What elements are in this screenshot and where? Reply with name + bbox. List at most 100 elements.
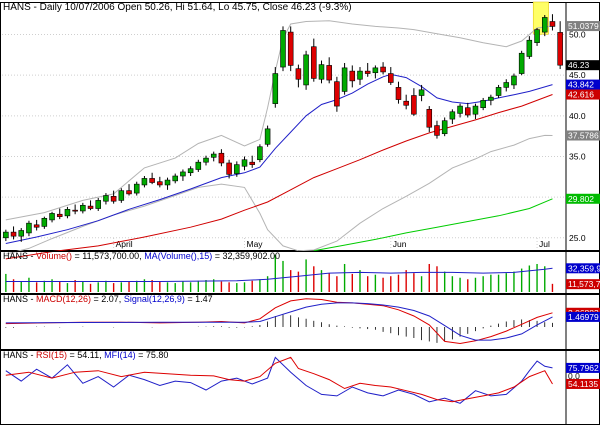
- rsi-line: [5, 356, 553, 403]
- candle-body: [10, 231, 17, 237]
- rsi-value-label-bg: [566, 378, 600, 389]
- candle-body: [557, 32, 563, 66]
- price-tick-label: 25.0: [569, 233, 586, 243]
- candle-body: [364, 70, 371, 74]
- price-value-label-bg: [566, 79, 600, 90]
- candle-body: [411, 95, 417, 115]
- candle-body: [80, 204, 86, 212]
- candle-body: [488, 96, 494, 101]
- macd-signal-line: [5, 302, 553, 341]
- candle-body: [372, 67, 379, 74]
- candle-body: [518, 52, 525, 74]
- value-label: 11,573,70: [568, 279, 600, 289]
- month-label: Jun: [393, 239, 407, 249]
- candle-body: [118, 190, 125, 201]
- value-label-bg: [566, 263, 600, 274]
- legend-segment: MA(Volume(),15): [144, 251, 212, 261]
- candle-body: [457, 105, 463, 114]
- candle-body: [341, 67, 348, 92]
- candle-body: [149, 178, 155, 183]
- legend-segment: HANS -: [3, 294, 36, 304]
- candle-body: [133, 183, 140, 194]
- overlay-ma-red: [5, 94, 553, 260]
- candle-body: [434, 125, 440, 136]
- candle-body: [180, 171, 186, 177]
- candle-body: [56, 213, 63, 217]
- candle-body: [541, 17, 548, 33]
- candle-body: [318, 64, 325, 80]
- legend-segment: = 11,573,700.00,: [72, 251, 144, 261]
- price-tick-label: 50.0: [569, 30, 586, 40]
- panel-legend: HANS - MACD(12,26) = 2.07, Signal(12,26,…: [3, 294, 213, 304]
- candle-body: [3, 231, 9, 239]
- candle-body: [403, 100, 409, 106]
- candle-body: [187, 168, 194, 174]
- candle-body: [210, 153, 217, 158]
- candle-body: [295, 68, 302, 80]
- price-tick-label: 35.0: [569, 151, 586, 161]
- month-label: Jul: [539, 239, 550, 249]
- candle-body: [18, 230, 25, 237]
- price-value-label: 51.0379: [568, 21, 599, 31]
- candle-body: [226, 162, 232, 175]
- candle-body: [395, 87, 402, 100]
- candle-body: [49, 213, 55, 221]
- value-label: 1.46979: [568, 312, 599, 322]
- candle-body: [495, 87, 502, 96]
- candle-body: [141, 178, 148, 186]
- price-value-label-bg: [566, 21, 600, 32]
- legend-segment: = 2.07,: [91, 294, 124, 304]
- value-label-bg: [566, 311, 600, 322]
- legend-segment: HANS -: [3, 251, 36, 261]
- candle-body: [157, 181, 163, 186]
- candle-body: [195, 161, 202, 170]
- price-tick-label: 40.0: [569, 111, 586, 121]
- price-value-label: 37.5786: [568, 131, 599, 141]
- candle-body: [511, 75, 517, 86]
- price-value-label-bg: [566, 130, 600, 141]
- candle-body: [110, 196, 117, 202]
- candle-body: [172, 175, 178, 182]
- candle-body: [249, 161, 255, 165]
- rsi-value-label: 0.0: [568, 371, 580, 381]
- candle-body: [441, 120, 448, 135]
- legend-segment: RSI(15): [36, 350, 67, 360]
- candle-body: [103, 195, 109, 202]
- legend-segment: = 54.11,: [67, 350, 104, 360]
- price-value-label: 29.802: [568, 194, 594, 204]
- candle-body: [418, 89, 425, 96]
- candle-body: [303, 54, 309, 86]
- price-value-label-bg: [566, 193, 600, 204]
- candle-body: [357, 70, 363, 80]
- overlay-ma-green: [313, 198, 553, 252]
- legend-segment: Volume(): [36, 251, 72, 261]
- price-tick-label: 45.0: [569, 70, 586, 80]
- candle-body: [234, 164, 240, 174]
- candle-body: [241, 159, 248, 167]
- candle-body: [126, 190, 132, 195]
- candle-body: [41, 217, 48, 227]
- candle-body: [526, 39, 533, 57]
- rsi-value-label: 54.1135: [568, 379, 598, 389]
- volume-ma-line: [5, 267, 553, 282]
- price-panel: 25.030.035.040.045.050.0AprilMayJunJul51…: [0, 1, 600, 260]
- overlay-lower-band: [5, 134, 553, 255]
- overlay-upper-band: [5, 20, 553, 221]
- candle-body: [272, 73, 279, 104]
- price-value-label: 46.23: [568, 60, 590, 70]
- price-value-label-bg: [566, 89, 600, 100]
- candle-body: [203, 157, 209, 163]
- legend-segment: = 75.80: [136, 350, 169, 360]
- candle-body: [480, 100, 486, 109]
- legend-segment: Signal(12,26,9): [124, 294, 185, 304]
- candle-body: [534, 29, 540, 43]
- candle-body: [26, 222, 32, 234]
- panel-legend: HANS - RSI(15) = 54.11, MFI(14) = 75.80: [3, 350, 168, 360]
- candle-body: [472, 105, 479, 115]
- mfi-line: [5, 356, 553, 404]
- price-value-label: 42.616: [568, 90, 594, 100]
- value-label: 32,359,90: [568, 263, 600, 273]
- candle-body: [549, 21, 556, 27]
- candle-body: [503, 82, 510, 88]
- candle-body: [218, 152, 225, 164]
